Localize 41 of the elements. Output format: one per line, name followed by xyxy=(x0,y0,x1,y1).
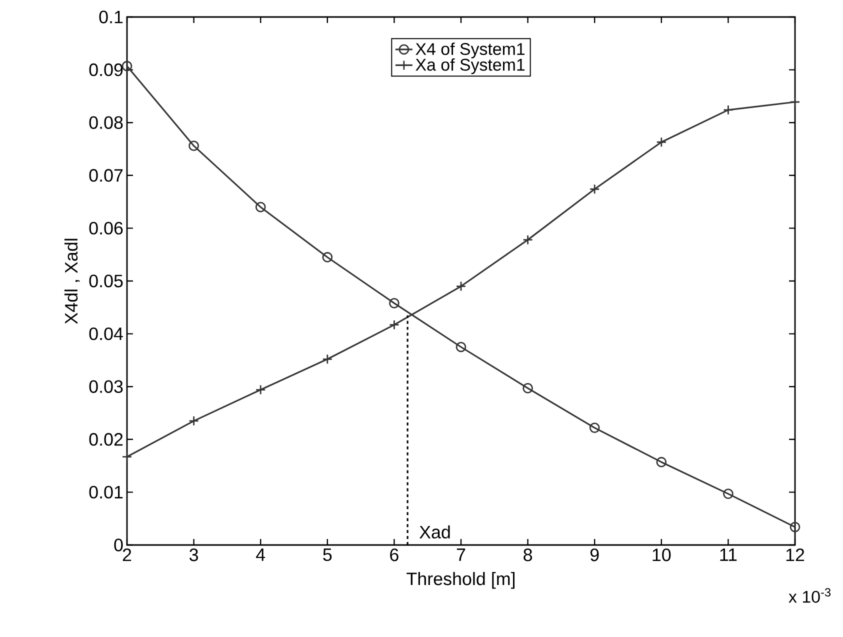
point xyxy=(589,422,600,433)
y-tick-label: 0.02 xyxy=(89,433,123,446)
y-tick-label: 0 xyxy=(114,538,123,552)
y-tick-label: 0.04 xyxy=(89,327,123,340)
point xyxy=(522,383,533,394)
y-axis-title: X4dl , Xadl xyxy=(64,238,80,324)
point xyxy=(322,252,333,262)
point xyxy=(656,136,667,148)
point xyxy=(255,202,266,212)
y-tick-label: 0.06 xyxy=(89,222,123,235)
y-tick-label: 0.05 xyxy=(89,274,123,288)
x-tick-label: 3 xyxy=(190,548,198,562)
x-tick-label: 11 xyxy=(720,548,737,561)
y-tick-label: 0.07 xyxy=(89,169,123,182)
x-tick-label: 8 xyxy=(524,548,532,562)
y-tick-label: 0.09 xyxy=(89,63,123,76)
point xyxy=(122,452,132,462)
y-tick-label: 0.1 xyxy=(99,10,123,24)
point xyxy=(589,184,600,194)
x-tick-label: 5 xyxy=(323,548,332,562)
text: x 10$^{-3}$ xyxy=(788,588,831,603)
x-tick-label: 12 xyxy=(786,548,804,562)
x-axis-title: Threshold [m] xyxy=(406,572,515,589)
y-tick-label: 0.03 xyxy=(89,380,123,393)
point xyxy=(188,140,199,152)
point xyxy=(456,342,466,352)
annotation: Xad xyxy=(419,525,450,538)
y-tick-label: 0.01 xyxy=(89,486,123,499)
y-tick-label: 0.08 xyxy=(89,116,123,129)
x-tick-label: 2 xyxy=(122,548,132,562)
point xyxy=(389,298,400,308)
point xyxy=(790,522,800,532)
x-tick-label: 4 xyxy=(256,548,266,561)
point xyxy=(656,456,667,468)
point xyxy=(723,488,734,499)
x-tick-label: 10 xyxy=(652,548,671,562)
legend-label: Xa of System1 xyxy=(416,58,525,74)
x-tick-label: 9 xyxy=(590,548,599,562)
x-tick-label: 6 xyxy=(390,548,398,562)
legend-label: X4 of System1 xyxy=(416,42,525,58)
x-tick-label: 7 xyxy=(456,548,466,561)
